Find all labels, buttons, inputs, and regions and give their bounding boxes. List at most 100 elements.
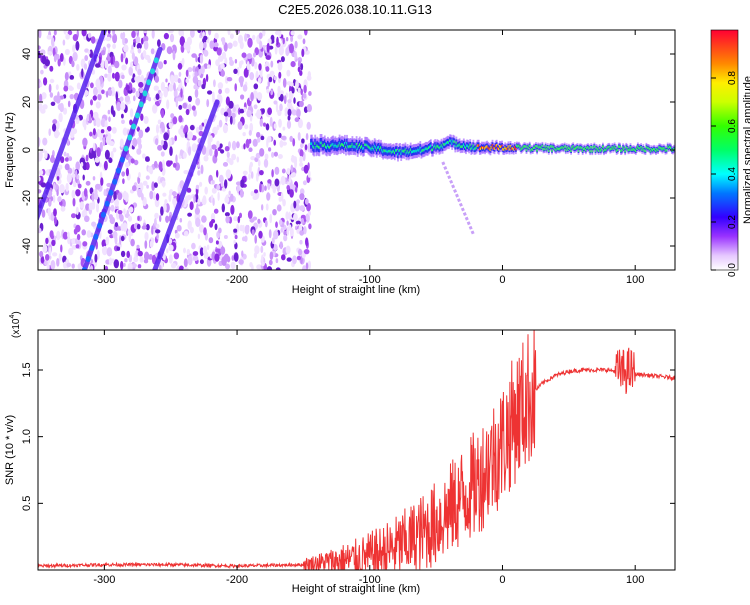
noise-blob	[43, 77, 48, 86]
faint-branch	[441, 161, 475, 235]
main-line-peak	[648, 147, 651, 151]
noise-blob	[137, 264, 142, 269]
noise-blob	[178, 30, 182, 36]
noise-blob	[95, 78, 101, 89]
noise-blob	[285, 47, 290, 57]
main-line-peak	[344, 142, 346, 145]
noise-blob	[153, 182, 158, 188]
noise-blob	[230, 193, 234, 202]
noise-blob	[138, 172, 141, 179]
noise-blob	[66, 138, 70, 146]
main-line-peak	[368, 146, 371, 149]
main-line-peak	[424, 147, 427, 150]
noise-blob	[265, 123, 270, 131]
noise-blob	[222, 124, 228, 134]
noise-blob	[187, 146, 192, 156]
noise-blob	[265, 66, 270, 72]
noise-blob	[231, 140, 237, 151]
noise-blob	[215, 240, 219, 245]
colorbar: 0.0 0.2 0.4 0.6 0.8 Normalized spectral ampl…	[710, 29, 750, 277]
noise-blob	[90, 99, 93, 106]
main-line-peak	[613, 145, 616, 148]
noise-blob	[224, 87, 230, 94]
main-line-peak	[399, 149, 401, 152]
noise-blob	[209, 135, 213, 143]
noise-blob	[224, 196, 230, 204]
noise-blob	[183, 127, 187, 134]
noise-blob	[122, 192, 126, 197]
noise-blob	[56, 258, 60, 267]
noise-blob	[279, 93, 284, 102]
main-line-peak	[437, 145, 440, 148]
noise-blob	[218, 227, 222, 234]
main-line-peak	[423, 148, 426, 152]
noise-blob	[290, 164, 294, 173]
main-line-peak	[657, 148, 659, 152]
noise-blob	[127, 229, 132, 236]
main-line-peak	[329, 146, 331, 149]
main-line-peak	[555, 148, 558, 152]
noise-blob	[168, 193, 172, 202]
main-line-peak	[324, 145, 327, 149]
noise-blob	[191, 242, 196, 250]
noise-blob	[277, 85, 281, 94]
noise-blob	[84, 48, 89, 53]
noise-blob	[44, 59, 50, 67]
noise-blob	[112, 33, 118, 44]
noise-blob	[302, 180, 307, 186]
noise-blob	[220, 149, 225, 154]
noise-blob	[270, 90, 273, 96]
noise-blob	[242, 224, 245, 234]
noise-blob	[66, 173, 72, 184]
noise-blob	[142, 50, 147, 58]
main-line-peak	[515, 147, 517, 151]
main-line-peak	[455, 141, 458, 145]
noise-blob	[257, 159, 261, 167]
noise-blob	[187, 95, 192, 103]
noise-blob	[110, 55, 114, 66]
noise-blob	[240, 179, 245, 188]
snr-multiplier-exp: 4	[9, 315, 16, 319]
noise-blob	[243, 143, 246, 150]
noise-blob	[299, 239, 303, 245]
noise-blob	[245, 138, 250, 149]
main-line-peak	[632, 148, 635, 151]
y-tick-label: 1.0	[21, 429, 33, 444]
noise-blob	[225, 169, 232, 179]
noise-blob	[263, 252, 266, 257]
noise-blob	[234, 234, 238, 240]
main-line-peak	[382, 150, 384, 154]
noise-blob	[107, 109, 111, 115]
main-line-peak	[629, 145, 632, 149]
main-line-peak	[610, 147, 613, 151]
noise-blob	[59, 184, 65, 194]
x-tick-label: -200	[226, 574, 248, 586]
main-line-peak	[665, 148, 668, 152]
noise-blob	[63, 85, 69, 92]
noise-blob	[173, 74, 179, 83]
noise-blob	[154, 217, 157, 227]
noise-blob	[52, 119, 58, 125]
noise-blob	[256, 109, 262, 119]
noise-blob	[72, 167, 75, 176]
noise-blob	[235, 181, 242, 186]
noise-blob	[144, 240, 148, 249]
main-line-peak	[321, 144, 324, 147]
noise-blob	[178, 71, 182, 77]
main-line-peak	[533, 146, 535, 149]
main-line-peak	[370, 148, 373, 151]
main-line-peak	[462, 143, 465, 146]
noise-blob	[158, 265, 162, 270]
noise-blob	[95, 63, 101, 68]
noise-blob	[248, 147, 253, 152]
noise-blob	[179, 36, 185, 47]
main-line-peak	[435, 146, 438, 150]
main-line-peak	[488, 147, 491, 150]
main-line-peak	[364, 143, 366, 146]
noise-blob	[96, 202, 99, 213]
noise-blob	[96, 147, 101, 158]
noise-blob	[222, 162, 229, 167]
noise-blob	[218, 174, 224, 183]
main-line-peak	[664, 149, 667, 152]
noise-blob	[294, 51, 298, 60]
